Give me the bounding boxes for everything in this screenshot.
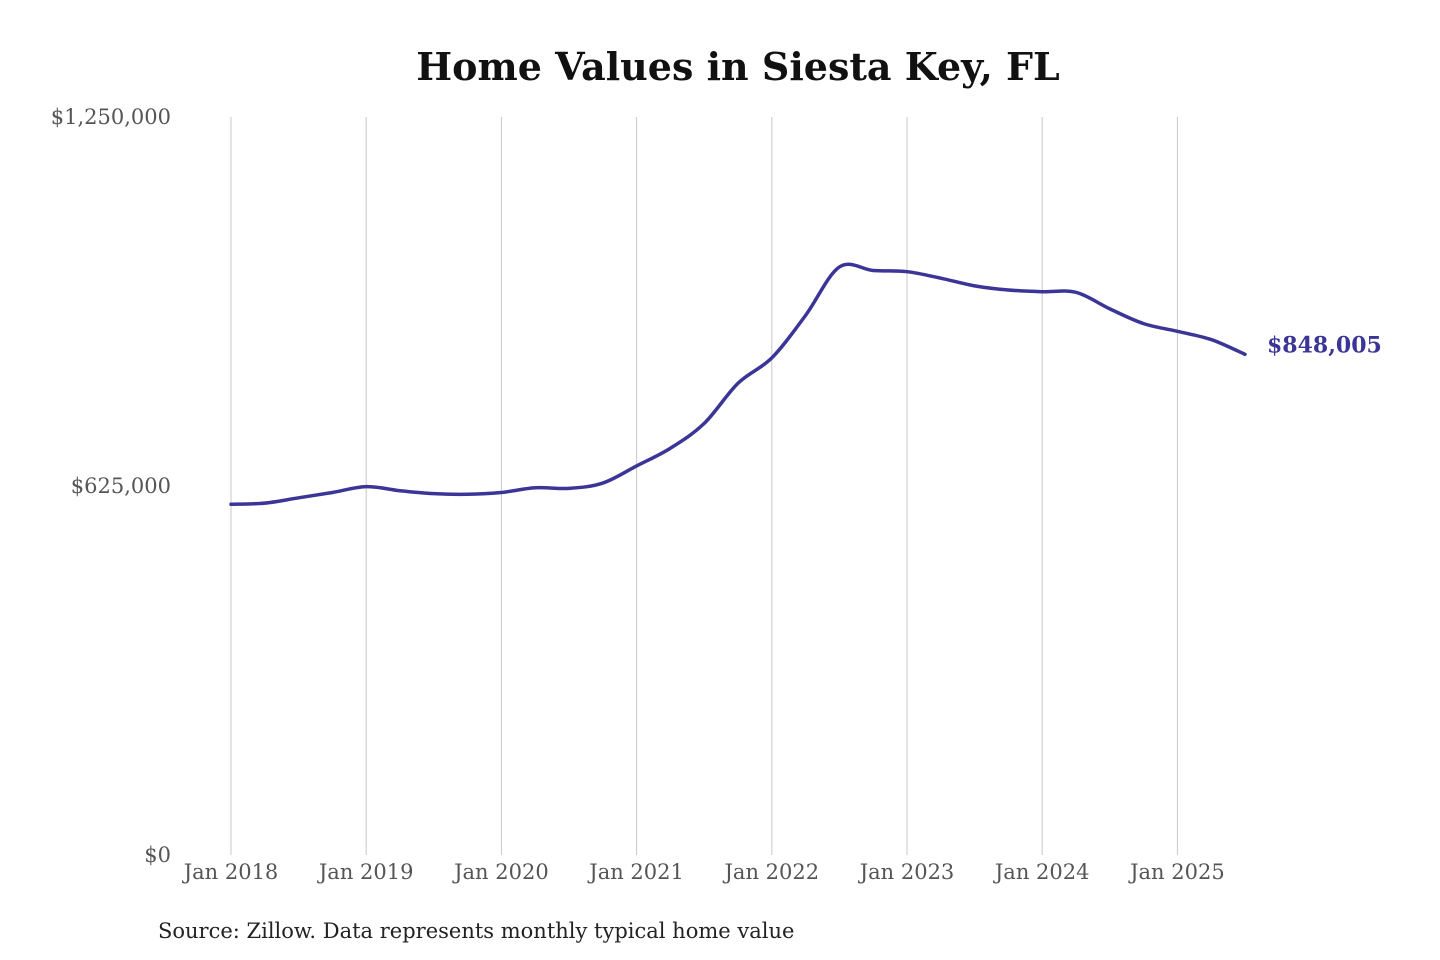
y-axis: $0 $625,000 $1,250,000 <box>51 105 171 867</box>
x-tick-label: Jan 2022 <box>723 860 820 884</box>
x-tick-label: Jan 2019 <box>317 860 414 884</box>
x-axis: Jan 2018 Jan 2019 Jan 2020 Jan 2021 Jan 2022… <box>182 860 1225 884</box>
x-tick-label: Jan 2018 <box>182 860 279 884</box>
series-layer: $848,005 <box>229 262 1382 507</box>
y-tick-label: $0 <box>144 843 171 867</box>
end-value-label: $848,005 <box>1267 332 1382 358</box>
x-tick-label: Jan 2025 <box>1128 860 1225 884</box>
y-tick-label: $1,250,000 <box>51 105 171 129</box>
x-tick-label: Jan 2024 <box>993 860 1090 884</box>
source-note: Source: Zillow. Data represents monthly … <box>158 919 794 943</box>
home-value-line <box>229 262 1247 507</box>
x-tick-label: Jan 2021 <box>587 860 684 884</box>
grid-lines <box>230 117 1178 855</box>
chart-title: Home Values in Siesta Key, FL <box>416 44 1059 89</box>
x-tick-label: Jan 2020 <box>452 860 549 884</box>
y-tick-label: $625,000 <box>71 474 171 498</box>
x-tick-label: Jan 2023 <box>858 860 955 884</box>
